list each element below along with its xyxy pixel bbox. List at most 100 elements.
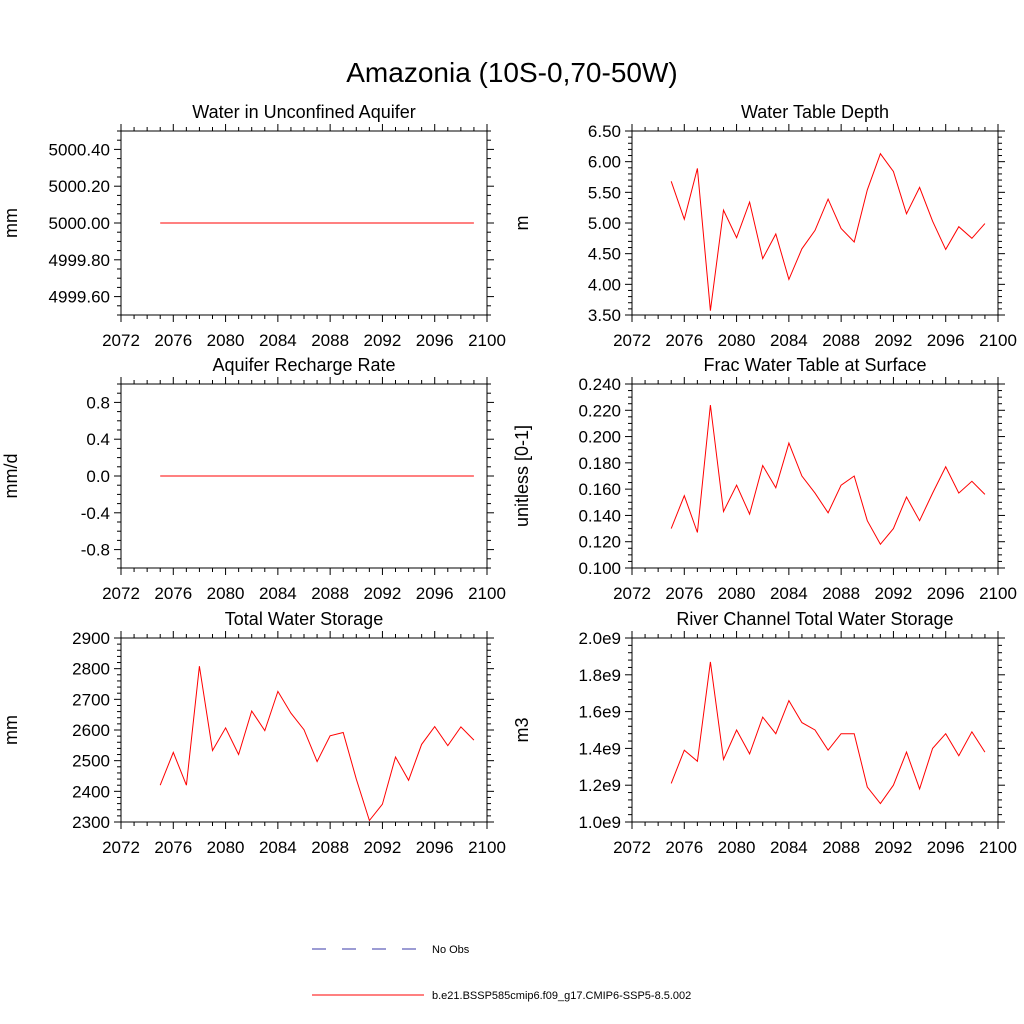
figure-title: Amazonia (10S-0,70-50W)	[346, 57, 677, 88]
chart-panel: Water in Unconfined Aquifer mm 2072 2076 208…	[1, 102, 506, 350]
legend: No Obs b.e21.BSSP585cmip6.f09_g17.CMIP6-…	[312, 944, 691, 1002]
legend-obs-label: No Obs	[432, 944, 470, 956]
y-tick-label: 4999.80	[49, 251, 110, 270]
y-axis-label: unitless [0-1]	[512, 425, 532, 527]
y-tick-label: -0.8	[81, 541, 110, 560]
x-tick-label: 2092	[875, 838, 913, 857]
x-tick-label: 2076	[665, 331, 703, 350]
y-tick-label: 1.6e9	[578, 703, 621, 722]
y-tick-label: 6.00	[588, 153, 621, 172]
x-tick-label: 2072	[102, 584, 140, 603]
y-tick-label: 0.8	[86, 393, 110, 412]
panel-title: Water Table Depth	[741, 102, 889, 122]
y-tick-label: 1.0e9	[578, 813, 621, 832]
x-tick-label: 2096	[927, 838, 965, 857]
chart-panel: Water Table Depth m 2072 2076 2080 2084 2088 20…	[512, 102, 1017, 350]
x-tick-label: 2084	[770, 331, 808, 350]
y-tick-label: 5000.00	[49, 214, 110, 233]
x-tick-label: 2080	[718, 584, 756, 603]
x-tick-label: 2088	[822, 331, 860, 350]
panel-title: Aquifer Recharge Rate	[212, 355, 395, 375]
y-tick-label: 5000.20	[49, 177, 110, 196]
y-tick-label: 1.4e9	[578, 739, 621, 758]
y-tick-label: 0.240	[578, 375, 621, 394]
y-tick-label: 4.00	[588, 275, 621, 294]
y-tick-label: 5000.40	[49, 140, 110, 159]
series-line	[670, 152, 986, 311]
panel-title: Total Water Storage	[225, 609, 383, 629]
x-tick-label: 2084	[259, 331, 297, 350]
x-tick-label: 2096	[927, 331, 965, 350]
panels: Water in Unconfined Aquifer mm 2072 2076 208…	[1, 102, 1017, 857]
x-tick-label: 2076	[665, 584, 703, 603]
x-tick-label: 2096	[416, 331, 454, 350]
x-tick-label: 2100	[468, 331, 506, 350]
x-tick-label: 2092	[364, 838, 402, 857]
y-tick-label: 2500	[72, 752, 110, 771]
x-tick-label: 2076	[154, 584, 192, 603]
y-tick-label: 0.160	[578, 480, 621, 499]
chart-panel: River Channel Total Water Storage m3 2072 2…	[512, 609, 1017, 857]
y-tick-label: 1.2e9	[578, 776, 621, 795]
x-tick-label: 2084	[259, 838, 297, 857]
series-line	[670, 661, 986, 805]
x-tick-label: 2084	[770, 838, 808, 857]
x-tick-label: 2096	[416, 838, 454, 857]
y-axis-label: m	[512, 216, 532, 231]
series-line	[670, 404, 986, 546]
y-tick-label: 0.200	[578, 428, 621, 447]
y-tick-label: 0.120	[578, 533, 621, 552]
y-tick-label: 2400	[72, 782, 110, 801]
y-tick-label: 2800	[72, 660, 110, 679]
y-tick-label: 0.220	[578, 401, 621, 420]
x-tick-label: 2088	[311, 331, 349, 350]
x-tick-label: 2092	[364, 331, 402, 350]
x-tick-label: 2100	[979, 838, 1017, 857]
x-tick-label: 2072	[613, 331, 651, 350]
x-tick-label: 2088	[311, 584, 349, 603]
x-tick-label: 2092	[875, 584, 913, 603]
x-tick-label: 2072	[102, 838, 140, 857]
y-tick-label: 5.00	[588, 214, 621, 233]
chart-panel: Frac Water Table at Surface unitless [0-1…	[512, 355, 1017, 603]
series-line	[159, 666, 475, 822]
x-tick-label: 2080	[207, 838, 245, 857]
x-tick-label: 2072	[613, 584, 651, 603]
x-tick-label: 2080	[207, 584, 245, 603]
y-axis-label: mm/d	[1, 454, 21, 499]
y-axis-label: mm	[1, 208, 21, 238]
x-tick-label: 2100	[979, 331, 1017, 350]
panel-title: Frac Water Table at Surface	[703, 355, 926, 375]
x-tick-label: 2076	[154, 838, 192, 857]
y-axis-label: mm	[1, 715, 21, 745]
y-tick-label: 0.140	[578, 506, 621, 525]
y-tick-label: 2300	[72, 813, 110, 832]
chart-panel: Total Water Storage mm 2072 2076 2080 2084 208…	[1, 609, 506, 857]
y-tick-label: 2.0e9	[578, 629, 621, 648]
x-tick-label: 2084	[259, 584, 297, 603]
x-tick-label: 2088	[822, 838, 860, 857]
x-tick-label: 2100	[468, 584, 506, 603]
x-tick-label: 2072	[102, 331, 140, 350]
panel-title: River Channel Total Water Storage	[676, 609, 953, 629]
x-tick-label: 2100	[979, 584, 1017, 603]
x-tick-label: 2092	[364, 584, 402, 603]
x-tick-label: 2096	[416, 584, 454, 603]
x-tick-label: 2072	[613, 838, 651, 857]
x-tick-label: 2088	[311, 838, 349, 857]
plot-frame	[631, 130, 999, 316]
plot-frame	[631, 383, 999, 569]
chart-panel: Aquifer Recharge Rate mm/d 2072 2076 2080 208…	[1, 355, 506, 603]
y-tick-label: 1.8e9	[578, 666, 621, 685]
x-tick-label: 2080	[718, 331, 756, 350]
y-tick-label: 4.50	[588, 245, 621, 264]
y-tick-label: 2600	[72, 721, 110, 740]
x-tick-label: 2096	[927, 584, 965, 603]
y-tick-label: 2700	[72, 690, 110, 709]
y-axis-label: m3	[512, 717, 532, 742]
y-tick-label: 6.50	[588, 122, 621, 141]
y-tick-label: 0.180	[578, 454, 621, 473]
x-tick-label: 2092	[875, 331, 913, 350]
panel-title: Water in Unconfined Aquifer	[192, 102, 415, 122]
